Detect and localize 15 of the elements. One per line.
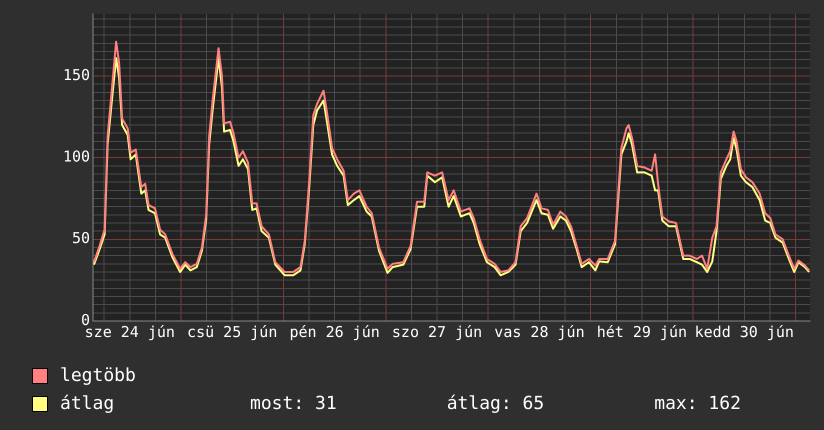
x-tick-label: kedd 30 jún bbox=[694, 322, 794, 341]
x-tick-label: pén 26 jún bbox=[289, 322, 380, 341]
x-tick-label: vas 28 jún bbox=[494, 322, 585, 341]
legend-label: legtöbb bbox=[60, 364, 137, 388]
y-tick-label: 50 bbox=[72, 229, 90, 248]
y-tick-label: 0 bbox=[81, 310, 90, 329]
text: max: 162 bbox=[654, 392, 741, 416]
y-tick-label: 150 bbox=[63, 66, 90, 84]
text: most: 31 bbox=[250, 392, 337, 416]
x-tick-label: hét 29 jún bbox=[596, 322, 688, 341]
legend-label: átlag bbox=[60, 392, 116, 416]
y-tick-label: 100 bbox=[63, 148, 90, 166]
x-tick-label: csü 25 jún bbox=[187, 322, 278, 341]
text: átlag: 65 bbox=[446, 392, 544, 416]
x-tick-label: szo 27 jún bbox=[392, 322, 482, 341]
